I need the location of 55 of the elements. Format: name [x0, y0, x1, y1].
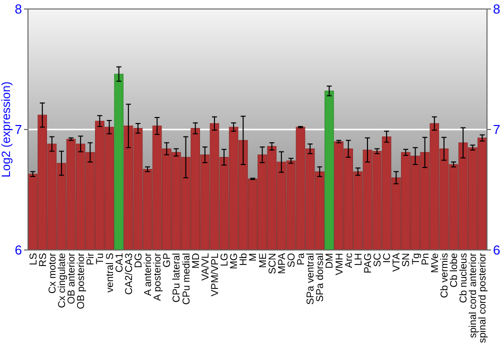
x-tick-label: A anterior: [143, 252, 154, 296]
x-tick-label: M: [248, 253, 260, 262]
x-tick-label: VTA: [392, 252, 403, 272]
x-tick-label: MD: [190, 253, 202, 269]
x-tick-label: MG: [229, 252, 240, 270]
x-tick-label: spinal cord anterior: [468, 252, 480, 338]
x-tick-label: Hb: [238, 252, 250, 266]
x-tick-label: VPM/VPL: [210, 252, 221, 296]
x-tick-label: SN: [401, 253, 412, 267]
x-tick-label: MVe: [430, 252, 441, 274]
x-tick-label: OB posterior: [76, 252, 88, 310]
x-tick-label: VA/VL: [200, 252, 212, 281]
y-tick-label: 8: [14, 2, 22, 17]
x-tick-label: A posterior: [152, 252, 164, 301]
x-tick-label: DG: [133, 252, 144, 268]
x-tick-label: Cb vermis: [439, 253, 450, 298]
x-tick-label: Tu: [95, 253, 106, 264]
x-tick-label: IC: [382, 253, 394, 263]
x-tick-label: Cx cingulate: [56, 252, 68, 308]
x-tick-label: LG: [220, 252, 231, 266]
x-tick-label: GP: [162, 252, 174, 268]
x-tick-label: Pa: [296, 252, 308, 266]
x-tick-label: CPu medial: [181, 253, 192, 305]
x-tick-label: Tg: [410, 253, 422, 265]
y-tick-label: 6: [14, 242, 22, 258]
x-tick-label: VMH: [334, 253, 346, 276]
x-tick-label: CA2/CA3: [124, 252, 135, 295]
x-tick-label: LS: [28, 252, 40, 266]
x-tick-label: SPa ventral: [306, 253, 317, 305]
x-tick-label: ventral S: [104, 252, 116, 292]
x-tick-label: Cb lobe: [449, 252, 460, 288]
y2-tick-label: 7: [493, 122, 500, 138]
y2-tick-label: 8: [493, 2, 500, 17]
x-tick-label: MPA: [276, 252, 288, 274]
x-tick-label: Pir: [86, 252, 97, 266]
y-tick-label: 7: [14, 122, 22, 138]
x-tick-label: DM: [324, 253, 336, 269]
x-tick-label: spinal cord posterior: [478, 252, 489, 344]
x-tick-label: SO: [286, 252, 298, 268]
x-tick-label: Cx motor: [47, 252, 58, 294]
x-tick-label: SPa dorsal: [315, 253, 326, 302]
x-tick-label: SC: [372, 253, 384, 267]
y-axis-title: Log2 (expression): [0, 81, 13, 178]
x-tick-label: Arc: [344, 253, 355, 268]
x-tick-label: PAG: [362, 252, 374, 274]
x-tick-label: RS: [38, 252, 49, 267]
y2-tick-label: 6: [493, 242, 500, 258]
x-tick-label: ME: [258, 252, 269, 268]
x-tick-label: OB anterior: [66, 252, 78, 304]
x-tick-label: Cb nucleus: [458, 253, 470, 304]
x-tick-label: SCN: [267, 253, 278, 274]
x-tick-label: LH: [353, 253, 364, 266]
x-tick-label: CPu lateral: [172, 253, 183, 302]
x-tick-label: CA1: [114, 252, 126, 272]
x-tick-label: Pn: [420, 253, 432, 266]
